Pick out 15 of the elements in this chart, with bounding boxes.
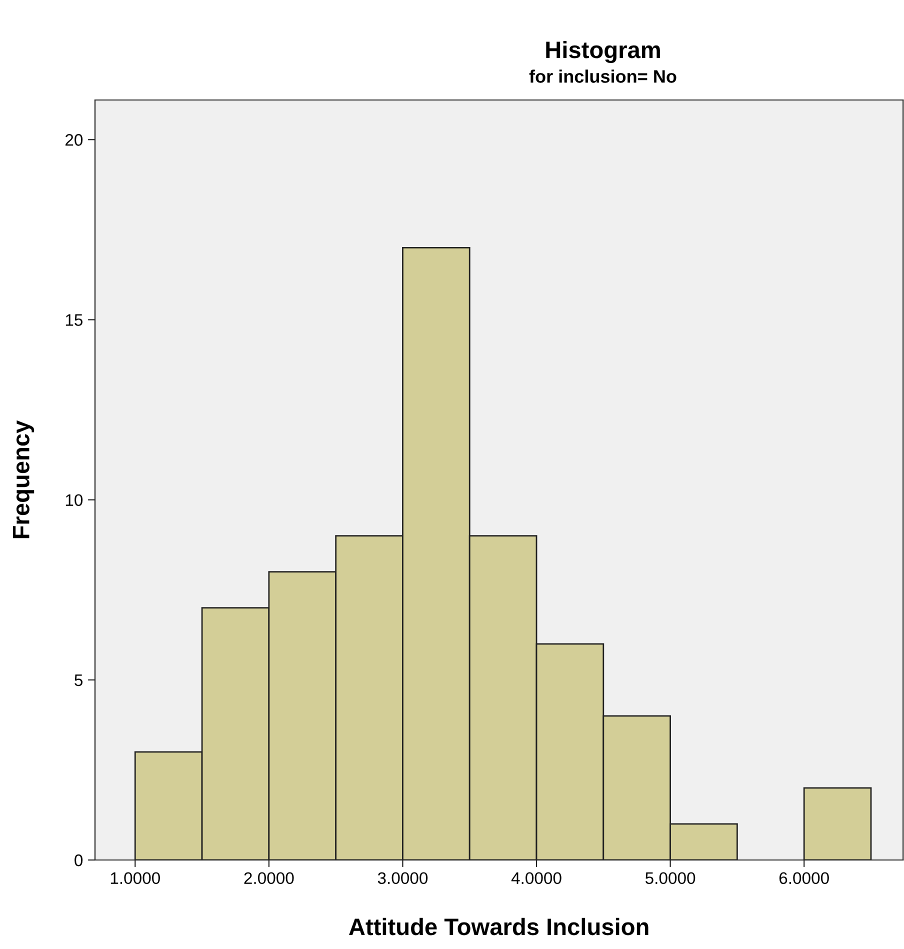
x-tick-label: 3.0000 — [378, 872, 428, 884]
chart-subtitle: for inclusion= No — [529, 70, 676, 83]
x-tick-label: 5.0000 — [645, 872, 696, 884]
x-tick-label: 6.0000 — [779, 872, 829, 884]
y-tick-label: 20 — [65, 134, 83, 146]
x-axis-title: Attitude Towards Inclusion — [349, 918, 648, 936]
y-axis-title: Frequency — [12, 420, 34, 538]
x-tick-label: 1.0000 — [110, 872, 160, 884]
x-tick-label: 4.0000 — [511, 872, 562, 884]
y-tick-label: 5 — [74, 674, 82, 686]
x-tick-label: 2.0000 — [244, 872, 294, 884]
y-tick-label: 10 — [66, 494, 83, 506]
y-tick-label: 15 — [66, 314, 82, 326]
y-tick-label: 0 — [74, 854, 83, 866]
chart-title: Histogram — [546, 40, 660, 64]
